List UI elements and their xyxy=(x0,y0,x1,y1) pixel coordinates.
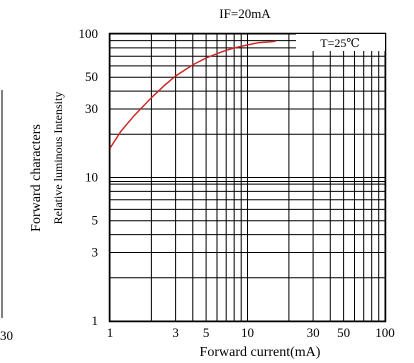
x-tick-label: 30 xyxy=(307,325,320,340)
y-tick-label: 50 xyxy=(85,69,98,84)
y-tick-label: 1 xyxy=(92,313,99,328)
x-tick-label: 50 xyxy=(337,325,350,340)
y-tick-label: 30 xyxy=(85,101,98,116)
x-axis-label: Forward current(mA) xyxy=(200,345,321,360)
annotation-label: T=25℃ xyxy=(320,36,360,50)
series-line xyxy=(109,40,276,149)
y-axis-label-main: Forward characters xyxy=(29,124,44,232)
series-layer xyxy=(109,40,276,149)
x-tick-label: 5 xyxy=(203,325,210,340)
left-partial-tick: 30 xyxy=(0,328,13,343)
x-tick-label: 1 xyxy=(107,325,114,340)
y-tick-label: 3 xyxy=(92,245,99,260)
y-tick-label: 100 xyxy=(79,26,99,41)
plot-frame xyxy=(108,32,387,323)
tick-labels: 1 3 5 10 30 50 100 1 3 5 10 30 50 100 xyxy=(79,26,395,340)
y-axis-label-sub: Relative luminous Intensity xyxy=(51,92,65,225)
annotation-box xyxy=(296,34,385,51)
grid-lines xyxy=(109,33,386,322)
y-tick-label: 5 xyxy=(92,213,99,228)
chart-title: IF=20mA xyxy=(219,6,271,21)
x-tick-label: 10 xyxy=(241,325,254,340)
y-tick-label: 10 xyxy=(85,170,98,185)
x-tick-label: 3 xyxy=(172,325,179,340)
x-tick-label: 100 xyxy=(375,325,395,340)
